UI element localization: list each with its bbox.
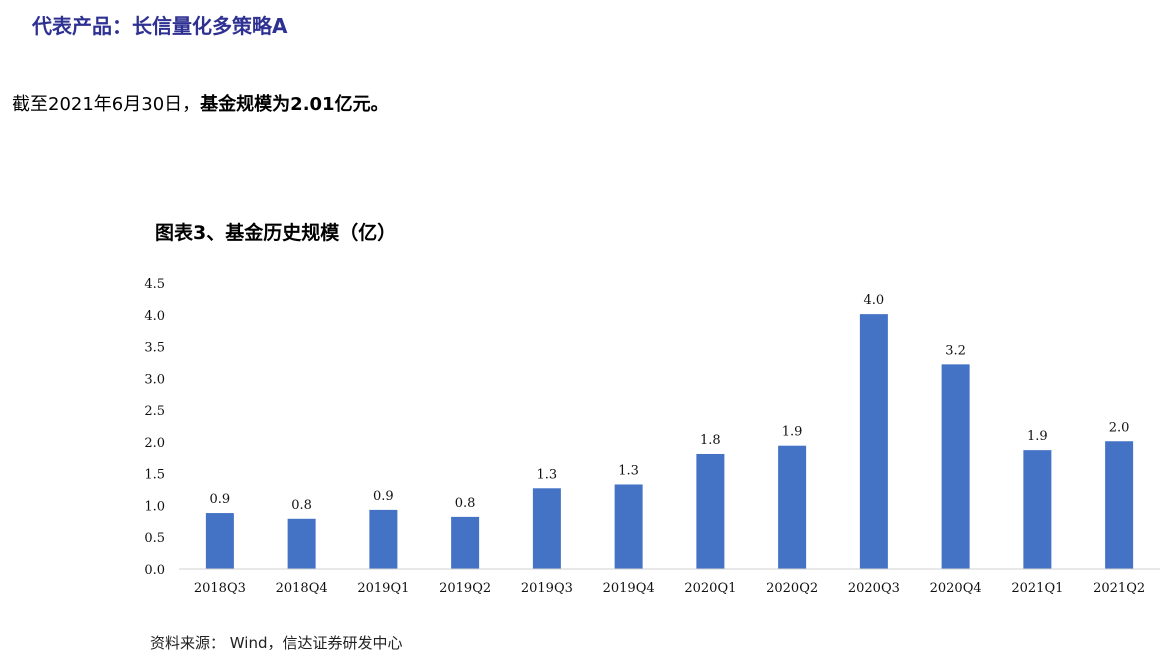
bars: 0.9 0.8 0.9 0.8 1.3 1.3 1.8 1.9 4.0 3.2 1.9 2.0: [205, 293, 1134, 569]
bar-2020Q2: [778, 445, 807, 569]
x-axis: 2018Q3 2018Q4 2019Q1 2019Q2 2019Q3 2019Q4 2020…: [179, 568, 1160, 596]
x-tick-label: 2018Q4: [276, 581, 328, 596]
bar-2019Q4: [614, 484, 643, 569]
bar-2020Q4: [941, 364, 970, 569]
y-tick-label: 2.0: [144, 436, 165, 451]
x-tick-label: 2020Q3: [848, 581, 900, 596]
y-tick-label: 1.0: [144, 499, 165, 514]
section-title: 代表产品：长信量化多策略A: [32, 14, 288, 38]
summary-text: 截至2021年6月30日，基金规模为2.01亿元。: [12, 90, 389, 116]
y-tick-label: 1.5: [144, 468, 165, 483]
bar-2020Q1: [696, 453, 725, 569]
data-label: 3.2: [945, 343, 966, 358]
bar-2021Q2: [1105, 441, 1134, 569]
chart-title: 图表3、基金历史规模（亿）: [155, 222, 397, 244]
bar-2020Q3: [859, 314, 888, 569]
x-tick-label: 2019Q4: [603, 581, 655, 596]
data-label: 1.8: [700, 433, 721, 448]
data-label: 4.0: [864, 293, 885, 308]
bar-2018Q4: [287, 518, 316, 569]
x-tick-label: 2019Q3: [521, 581, 573, 596]
data-label: 0.8: [455, 496, 476, 511]
data-label: 0.9: [210, 492, 231, 507]
y-tick-label: 0.0: [144, 563, 165, 578]
bar-2019Q3: [532, 488, 561, 569]
y-tick-label: 3.0: [144, 372, 165, 387]
data-label: 1.9: [782, 425, 803, 440]
x-tick-label: 2018Q3: [194, 581, 246, 596]
data-label: 1.3: [618, 463, 639, 478]
bar-2019Q1: [369, 509, 398, 569]
data-label: 0.8: [291, 498, 312, 513]
y-tick-label: 3.5: [144, 341, 165, 356]
x-tick-label: 2021Q1: [1011, 581, 1063, 596]
x-tick-label: 2019Q2: [439, 581, 491, 596]
y-tick-label: 4.0: [144, 309, 165, 324]
data-label: 0.9: [373, 489, 394, 504]
x-tick-label: 2020Q2: [766, 581, 818, 596]
x-tick-label: 2019Q1: [357, 581, 409, 596]
x-tick-label: 2021Q2: [1093, 581, 1145, 596]
x-tick-label: 2020Q1: [684, 581, 736, 596]
x-tick-label: 2020Q4: [930, 581, 982, 596]
data-label: 1.9: [1027, 429, 1048, 444]
y-tick-label: 2.5: [144, 404, 165, 419]
bar-2021Q1: [1023, 450, 1052, 569]
summary-highlight: 基金规模为2.01亿元。: [200, 94, 389, 115]
y-axis: 0.0 0.5 1.0 1.5 2.0 2.5 3.0 3.5 4.0 4.5: [144, 277, 165, 578]
data-label: 2.0: [1109, 420, 1130, 435]
bar-2018Q3: [205, 513, 234, 569]
y-tick-label: 0.5: [144, 531, 165, 546]
bar-2019Q2: [451, 516, 480, 569]
summary-prefix: 截至2021年6月30日，: [12, 94, 201, 115]
data-label: 1.3: [537, 467, 558, 482]
source-note: 资料来源： Wind，信达证券研发中心: [150, 634, 403, 652]
y-tick-label: 4.5: [144, 277, 165, 292]
